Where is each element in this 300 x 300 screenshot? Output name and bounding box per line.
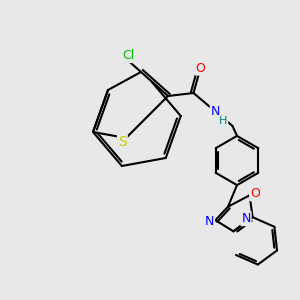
Text: N: N	[241, 212, 251, 225]
Text: H: H	[219, 116, 228, 126]
Text: O: O	[196, 61, 205, 75]
Text: S: S	[118, 136, 127, 149]
Text: N: N	[211, 105, 220, 119]
Text: O: O	[250, 187, 260, 200]
Text: N: N	[205, 215, 214, 228]
Text: Cl: Cl	[122, 49, 135, 62]
